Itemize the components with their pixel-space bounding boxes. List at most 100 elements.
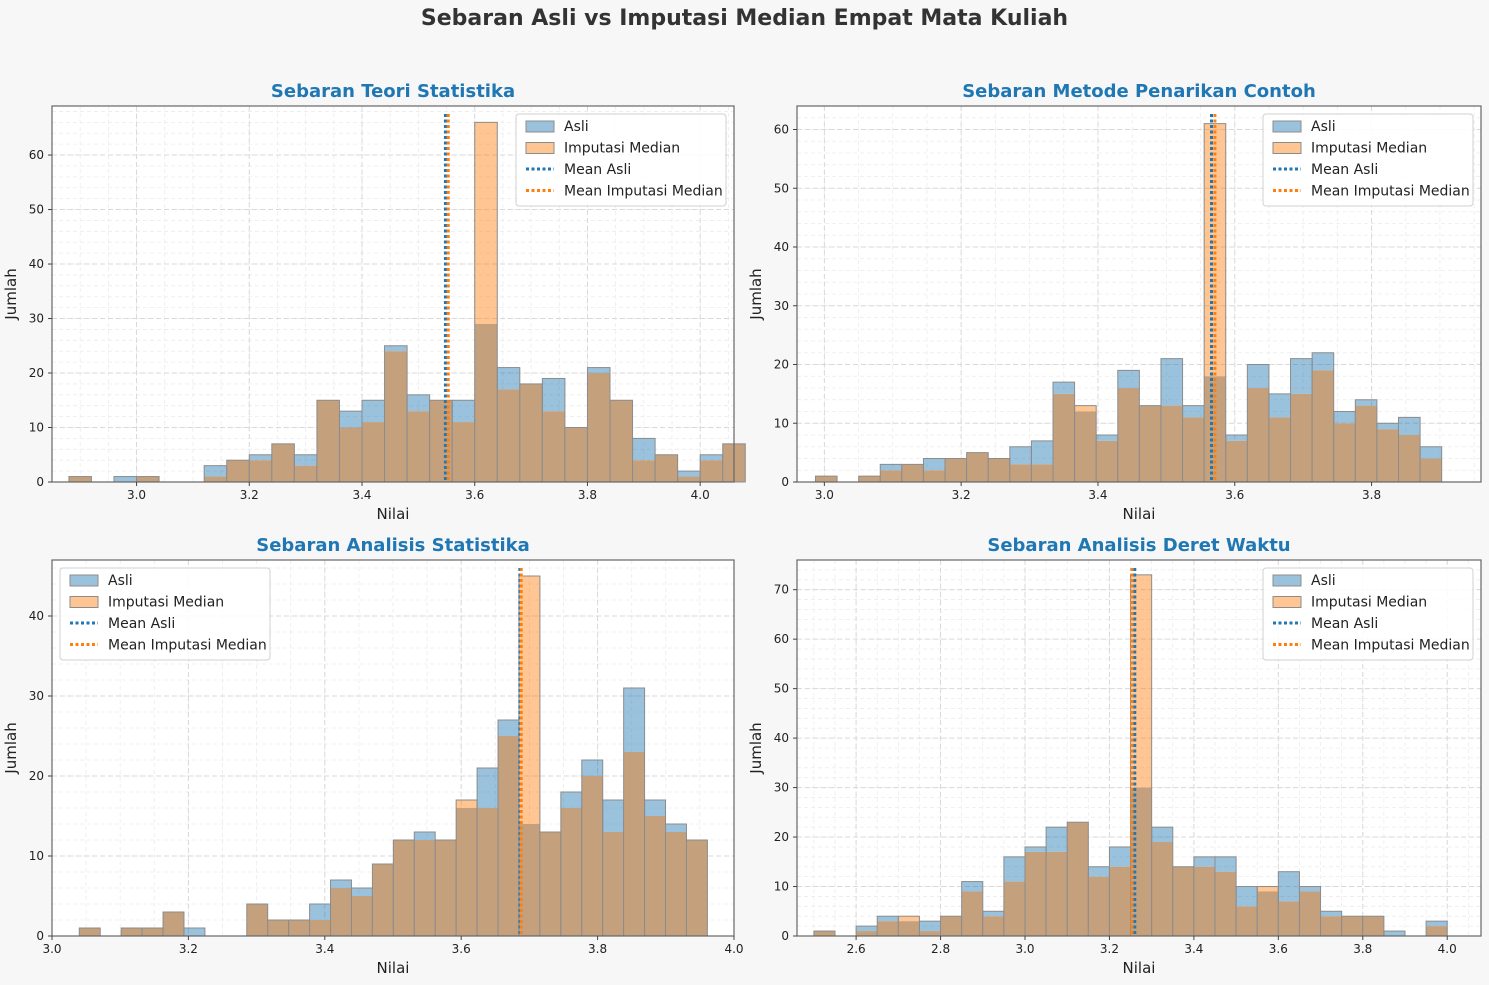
x-tick-label: 3.0 — [42, 942, 61, 956]
y-axis-label: Jumlah — [2, 268, 20, 320]
bar-overlap — [564, 427, 588, 482]
bar-asli — [961, 881, 983, 892]
x-tick-label: 3.0 — [1015, 942, 1034, 956]
bar-asli — [1290, 358, 1313, 394]
bar-overlap — [1362, 916, 1384, 936]
bar-overlap — [271, 443, 295, 482]
bar-overlap — [407, 411, 430, 482]
y-tick-label: 40 — [29, 257, 44, 271]
bar-overlap — [288, 920, 310, 936]
chart-panel-2: 3.0 3.2 3.4 3.6 3.8 0 10 20 30 40 50 60 Nilai Jumlah S… — [747, 81, 1482, 523]
bar-asli — [677, 471, 701, 477]
legend-swatch-asli — [525, 120, 555, 133]
chart-title: Sebaran Analisis Deret Waktu — [987, 535, 1290, 556]
bar-imputasi-median — [1074, 405, 1097, 412]
bar-overlap — [1031, 464, 1054, 482]
bar-asli — [856, 926, 878, 932]
x-tick-label: 3.0 — [815, 488, 834, 502]
bar-overlap — [1426, 926, 1448, 936]
y-tick-label: 50 — [774, 682, 789, 696]
bar-overlap — [456, 808, 478, 936]
bar-asli — [414, 832, 436, 840]
bar-overlap — [1182, 417, 1205, 482]
x-tick-label: 3.6 — [452, 942, 471, 956]
x-tick-label: 3.8 — [588, 942, 607, 956]
chart-title: Sebaran Metode Penarikan Contoh — [962, 81, 1316, 102]
y-tick-label: 40 — [29, 609, 44, 623]
bar-asli — [919, 921, 941, 932]
bar-overlap — [204, 476, 227, 482]
bar-asli — [1053, 382, 1075, 394]
x-axis-label: Nilai — [377, 959, 410, 977]
x-tick-label: 4.0 — [691, 488, 710, 502]
bar-overlap — [581, 776, 603, 936]
bar-asli — [183, 928, 205, 936]
legend: Asli Imputasi Median Mean Asli Mean Imputas… — [1262, 567, 1474, 661]
bar-overlap — [351, 896, 373, 936]
bar-overlap — [309, 920, 331, 936]
y-tick-label: 0 — [36, 929, 44, 943]
chart-title: Sebaran Analisis Statistika — [256, 535, 530, 556]
y-tick-label: 70 — [774, 583, 789, 597]
y-axis-label: Jumlah — [2, 722, 20, 774]
x-tick-label: 4.0 — [724, 942, 743, 956]
y-tick-label: 10 — [29, 421, 44, 435]
bar-asli — [1355, 399, 1377, 406]
bar-overlap — [384, 351, 408, 482]
y-tick-label: 0 — [781, 475, 789, 489]
bar-overlap — [246, 904, 268, 936]
bar-asli — [665, 824, 687, 832]
bar-overlap — [1290, 393, 1313, 482]
bar-overlap — [587, 373, 610, 482]
x-tick-label: 3.4 — [1088, 488, 1107, 502]
plot-frame — [796, 105, 1482, 483]
bar-overlap — [923, 470, 946, 482]
bar-overlap — [1333, 423, 1356, 482]
bar-asli — [204, 465, 227, 477]
bar-overlap — [813, 931, 835, 936]
bar-asli — [498, 720, 519, 736]
bar-overlap — [1299, 891, 1321, 936]
legend-label: Asli — [1311, 119, 1336, 135]
figure-title: Sebaran Asli vs Imputasi Median Empat Ma… — [420, 6, 1069, 31]
bar-overlap — [249, 460, 272, 482]
bar-overlap — [330, 888, 352, 936]
x-tick-label: 3.6 — [1269, 942, 1288, 956]
bar-overlap — [1257, 891, 1279, 936]
bar-asli — [1225, 435, 1248, 441]
bar-asli — [560, 792, 582, 808]
bar-asli — [1236, 886, 1258, 907]
x-tick-label: 3.4 — [352, 488, 371, 502]
bar-overlap — [267, 920, 289, 936]
legend-swatch-imputasi-median — [1272, 142, 1302, 154]
bar-asli — [1046, 827, 1068, 852]
bar-asli — [407, 394, 430, 412]
bar-overlap — [1398, 435, 1421, 482]
bar-overlap — [1172, 866, 1194, 936]
legend-label: Asli — [108, 573, 133, 589]
bar-overlap — [1053, 393, 1075, 482]
y-axis-label: Jumlah — [747, 268, 765, 320]
chart-title: Sebaran Teori Statistika — [271, 81, 515, 102]
bar-overlap — [372, 864, 394, 936]
bar-asli — [351, 888, 373, 896]
bar-overlap — [477, 808, 499, 936]
bar-overlap — [623, 752, 645, 936]
legend-label: Mean Asli — [1311, 162, 1378, 178]
bar-overlap — [362, 422, 385, 482]
bar-overlap — [988, 458, 1010, 482]
bar-overlap — [1139, 405, 1161, 482]
bar-asli — [294, 454, 317, 466]
bar-asli — [249, 454, 272, 461]
bar-asli — [644, 800, 666, 816]
bar-overlap — [1376, 429, 1399, 482]
y-tick-label: 30 — [774, 299, 789, 313]
bar-overlap — [142, 928, 164, 936]
bar-overlap — [1025, 851, 1047, 936]
bar-overlap — [919, 931, 941, 936]
y-tick-label: 40 — [774, 731, 789, 745]
bar-asli — [1215, 856, 1237, 872]
bar-asli — [982, 911, 1004, 917]
